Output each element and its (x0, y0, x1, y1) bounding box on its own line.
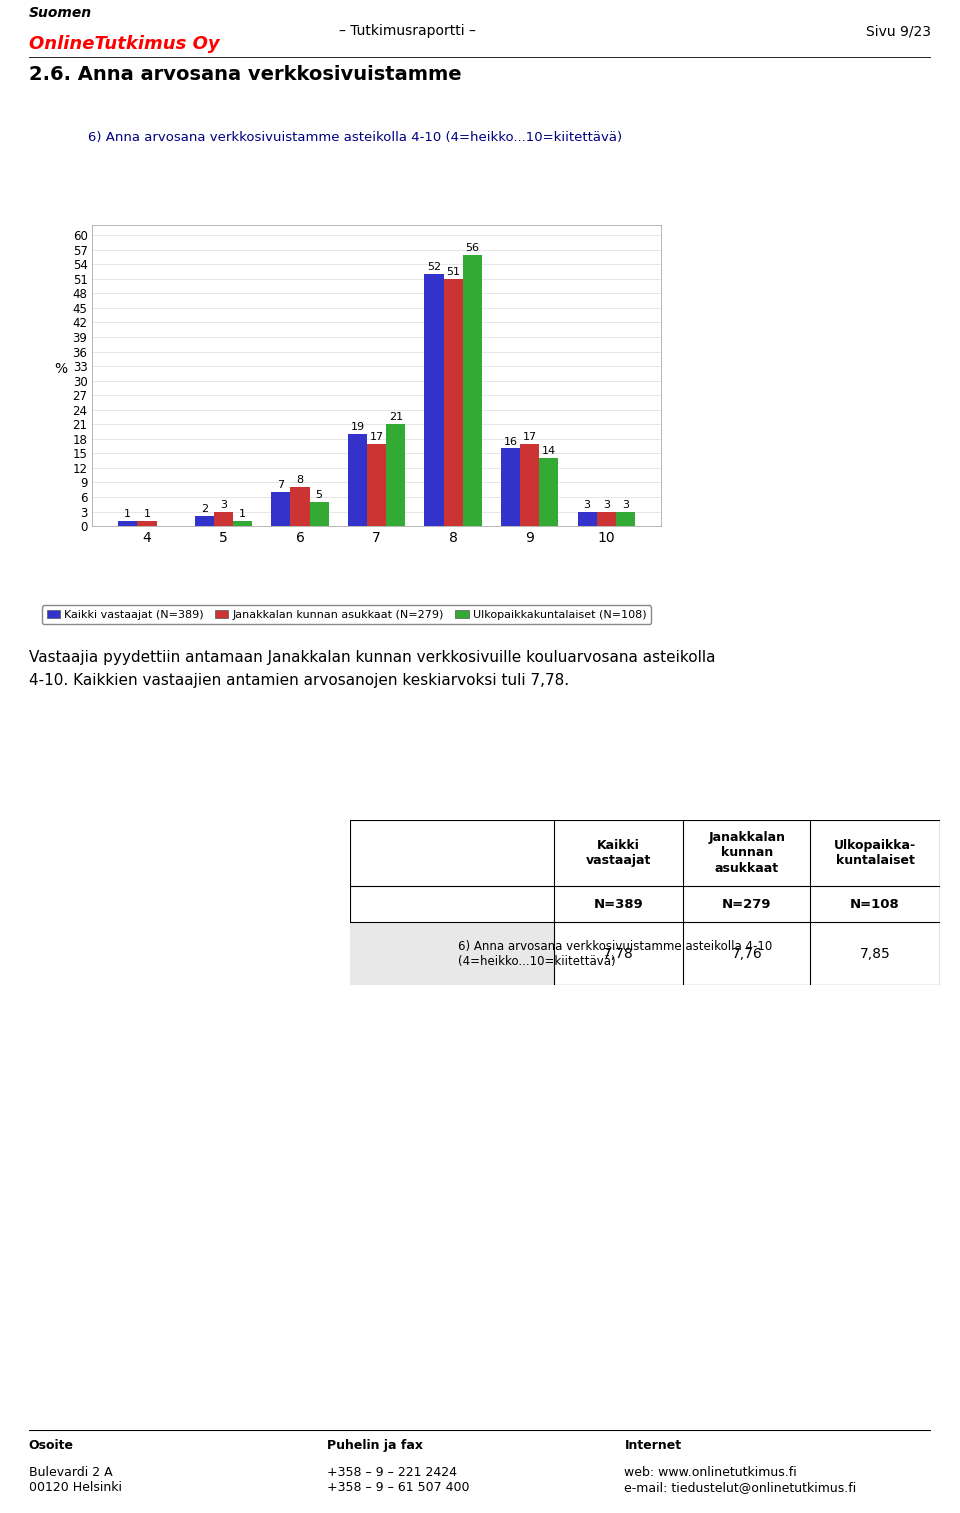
Bar (615, 511, 635, 527)
Bar (424, 274, 444, 527)
Text: 3: 3 (584, 499, 590, 510)
Text: 1: 1 (239, 510, 246, 519)
Legend: Kaikki vastaajat (N=389), Janakkalan kunnan asukkaat (N=279), Ulkopaikkakuntalai: Kaikki vastaajat (N=389), Janakkalan kun… (42, 605, 651, 625)
Text: 2: 2 (201, 504, 208, 514)
Text: 17: 17 (370, 431, 384, 442)
Text: OnlineTutkimus Oy: OnlineTutkimus Oy (29, 35, 220, 53)
Text: 3: 3 (220, 499, 227, 510)
Text: 14: 14 (541, 446, 556, 457)
Text: Osoite: Osoite (29, 1439, 74, 1452)
Text: 6) Anna arvosana verkkosivuistamme asteikolla 4-10
(4=heikko...10=kiitettävä): 6) Anna arvosana verkkosivuistamme astei… (458, 940, 772, 968)
Bar (578, 511, 597, 527)
Text: Vastaajia pyydettiin antamaan Janakkalan kunnan verkkosivuille kouluarvosana ast: Vastaajia pyydettiin antamaan Janakkalan… (29, 651, 715, 688)
Text: Suomen: Suomen (29, 6, 92, 20)
Bar (350, 923, 554, 985)
Text: 2.6. Anna arvosana verkkosivuistamme: 2.6. Anna arvosana verkkosivuistamme (29, 65, 462, 85)
Text: 51: 51 (446, 266, 460, 277)
Text: N=389: N=389 (593, 897, 643, 911)
Text: 5: 5 (316, 490, 323, 499)
Bar (195, 516, 214, 527)
Text: 17: 17 (522, 431, 537, 442)
Y-axis label: %: % (55, 362, 68, 375)
Text: Bulevardi 2 A
00120 Helsinki: Bulevardi 2 A 00120 Helsinki (29, 1466, 122, 1495)
Text: 21: 21 (389, 413, 403, 422)
Bar (597, 511, 615, 527)
Text: 56: 56 (466, 242, 479, 253)
Text: 7: 7 (277, 480, 284, 490)
Text: 19: 19 (350, 422, 365, 433)
Bar (310, 502, 328, 527)
Text: 6) Anna arvosana verkkosivuistamme asteikolla 4-10 (4=heikko...10=kiitettävä): 6) Anna arvosana verkkosivuistamme astei… (88, 130, 622, 144)
Bar (233, 520, 252, 527)
Bar (137, 520, 156, 527)
Text: 16: 16 (504, 437, 517, 446)
Bar (520, 443, 540, 527)
Bar (272, 492, 291, 527)
Bar (348, 434, 367, 527)
Text: Ulkopaikka-
kuntalaiset: Ulkopaikka- kuntalaiset (834, 840, 916, 867)
Text: Janakkalan
kunnan
asukkaat: Janakkalan kunnan asukkaat (708, 832, 785, 875)
Bar (444, 278, 463, 527)
Text: web: www.onlinetutkimus.fi
e-mail: tiedustelut@onlinetutkimus.fi: web: www.onlinetutkimus.fi e-mail: tiedu… (624, 1466, 856, 1495)
Text: – Tutkimusraportti –: – Tutkimusraportti – (340, 24, 476, 38)
Text: 52: 52 (427, 262, 441, 272)
Text: 8: 8 (297, 475, 303, 486)
Text: 3: 3 (603, 499, 610, 510)
Text: Internet: Internet (624, 1439, 682, 1452)
Text: 1: 1 (143, 510, 151, 519)
Bar (501, 448, 520, 527)
Bar (214, 511, 233, 527)
Text: N=279: N=279 (722, 897, 772, 911)
Text: Kaikki
vastaajat: Kaikki vastaajat (586, 840, 651, 867)
Text: Puhelin ja fax: Puhelin ja fax (326, 1439, 422, 1452)
Text: N=108: N=108 (851, 897, 900, 911)
Bar (463, 254, 482, 527)
Bar (118, 520, 137, 527)
Text: 1: 1 (124, 510, 132, 519)
Text: Sivu 9/23: Sivu 9/23 (866, 24, 931, 38)
Text: 7,85: 7,85 (860, 947, 891, 961)
Text: 7,76: 7,76 (732, 947, 762, 961)
Text: 7,78: 7,78 (603, 947, 634, 961)
Bar (386, 424, 405, 527)
Text: 3: 3 (622, 499, 629, 510)
Text: +358 – 9 – 221 2424
+358 – 9 – 61 507 400: +358 – 9 – 221 2424 +358 – 9 – 61 507 40… (326, 1466, 469, 1495)
Bar (291, 487, 310, 527)
Bar (540, 458, 559, 527)
Bar (367, 443, 386, 527)
